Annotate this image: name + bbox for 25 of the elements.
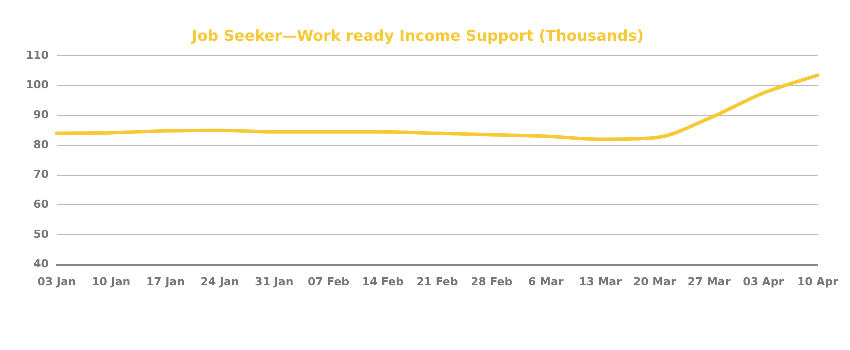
x-tick-label: 17 Jan	[146, 275, 185, 288]
y-tick-label: 80	[34, 138, 50, 152]
y-tick-label: 60	[34, 198, 50, 211]
x-tick-label: 13 Mar	[579, 275, 623, 288]
x-tick-label: 27 Mar	[688, 275, 732, 288]
y-tick-label: 100	[26, 78, 50, 92]
line-series	[55, 74, 820, 142]
x-tick-label: 03 Jan	[38, 275, 76, 288]
x-tick-label: 03 Apr	[743, 275, 785, 288]
x-tick-label: 31 Jan	[255, 275, 294, 288]
x-tick-label: 07 Feb	[308, 275, 350, 288]
y-tick-label: 90	[34, 108, 50, 122]
x-tick-label: 14 Feb	[362, 275, 404, 288]
x-tick-label: 10 Jan	[92, 275, 131, 288]
x-tick-label: 28 Feb	[471, 275, 513, 288]
y-tick-label: 70	[34, 168, 50, 182]
y-tick-label: 110	[26, 48, 50, 62]
x-tick-label: 21 Feb	[416, 275, 458, 288]
x-tick-label: 20 Mar	[633, 275, 677, 288]
x-tick-label: 24 Jan	[200, 275, 240, 288]
y-tick-label: 40	[34, 258, 50, 271]
chart-title: Job Seeker—Work ready Income Support (Thousands)	[190, 26, 644, 45]
x-tick-label: 10 Apr	[798, 275, 840, 288]
y-tick-label: 50	[34, 228, 50, 241]
x-tick-label: 6 Mar	[528, 275, 564, 288]
